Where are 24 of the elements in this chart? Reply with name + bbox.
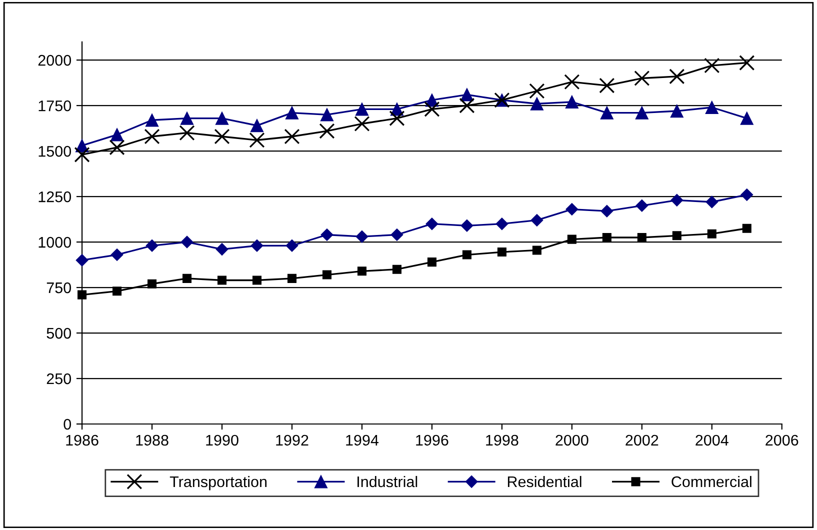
x-tick-label: 2004 [696,434,728,446]
x-tick-label: 2006 [766,434,798,446]
x-tick-label: 1998 [486,434,518,446]
y-tick-label: 1000 [38,236,72,248]
y-tick-label: 2000 [38,54,72,66]
x-tick-label: 2002 [626,434,658,446]
legend-label: Residential [508,476,582,488]
legend-label: Industrial [358,476,418,488]
legend-label: Transportation [170,476,267,490]
y-tick-label: 1500 [38,146,72,157]
x-tick-label: 1988 [136,434,168,446]
y-tick-label: 0 [64,418,72,430]
x-tick-label: 1990 [206,434,238,446]
x-tick-label: 1992 [276,434,308,446]
y-tick-label: 500 [46,328,72,339]
x-tick-label: 2000 [556,434,588,446]
x-tick-label: 1996 [416,434,448,446]
y-tick-label: 1250 [38,191,72,202]
legend-label: Commercial [672,476,752,488]
y-tick-label: 250 [46,373,72,384]
x-tick-label: 1994 [346,434,379,446]
x-tick-label: 1986 [66,434,98,446]
y-tick-label: 750 [46,282,72,294]
y-tick-label: 1750 [38,100,72,112]
